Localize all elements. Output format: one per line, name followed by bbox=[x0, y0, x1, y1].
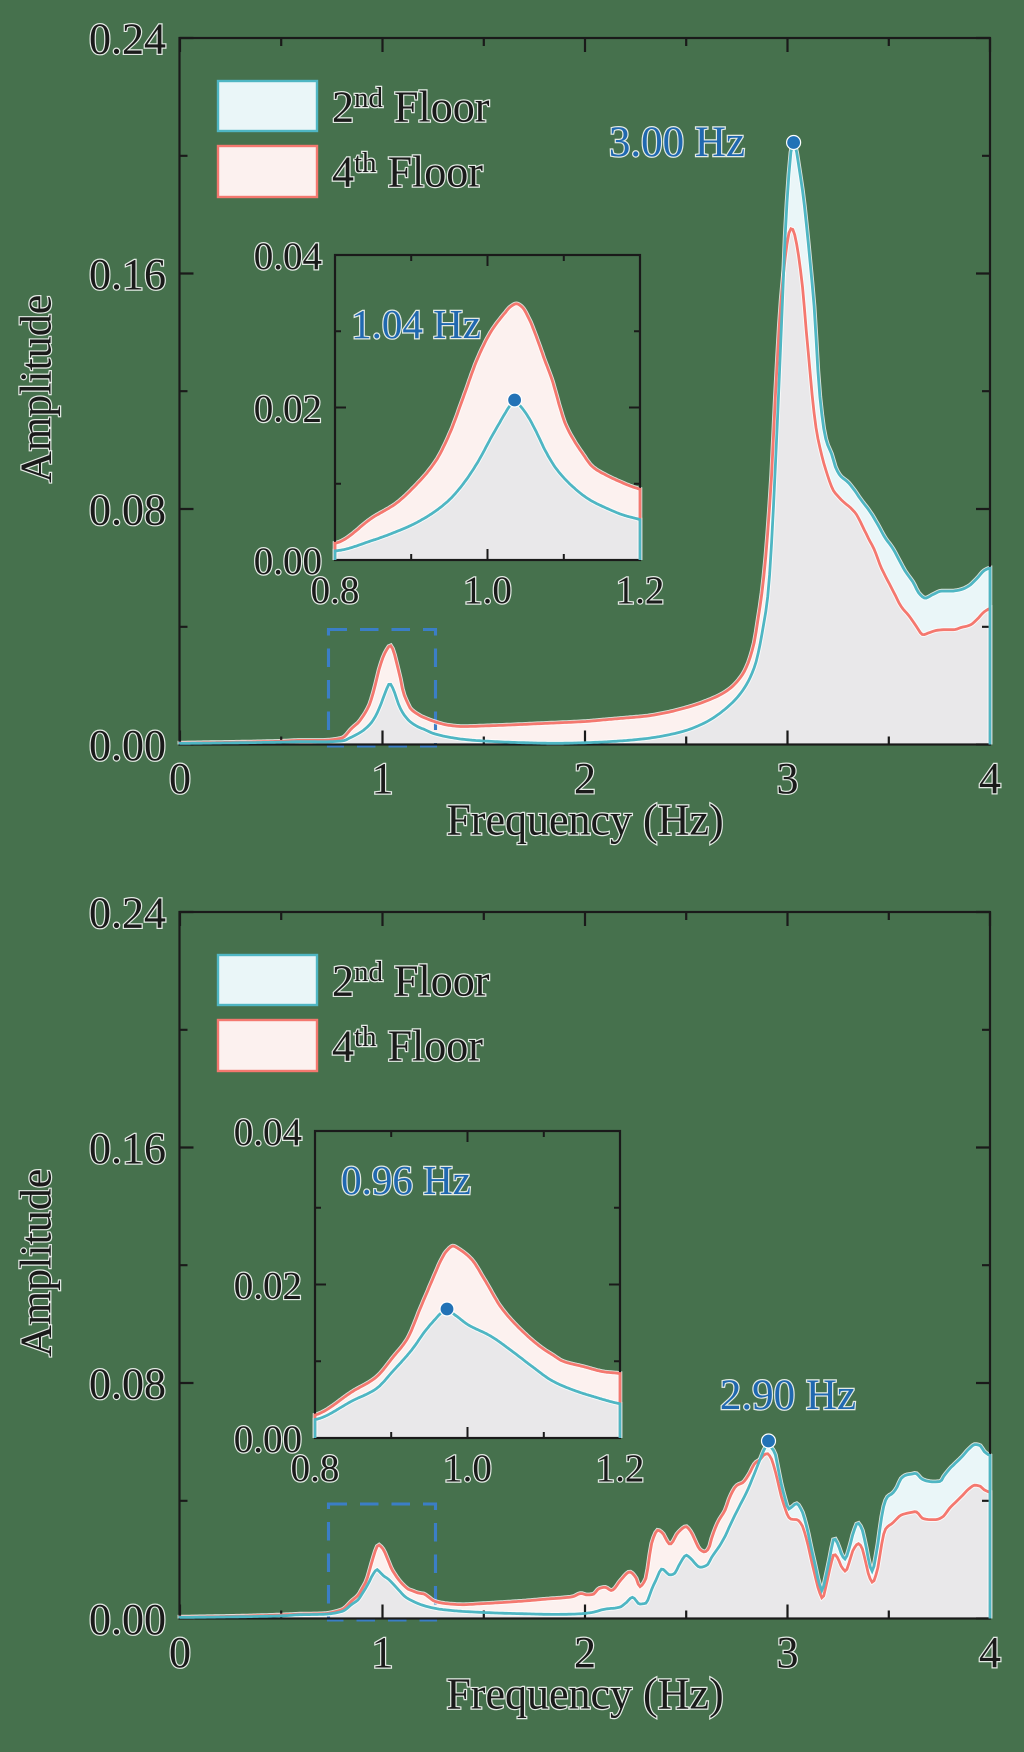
svg-text:3.00 Hz: 3.00 Hz bbox=[609, 119, 745, 166]
svg-text:0.24: 0.24 bbox=[89, 889, 166, 938]
svg-text:0.8: 0.8 bbox=[291, 1447, 340, 1490]
svg-text:0.16: 0.16 bbox=[89, 1124, 166, 1173]
svg-text:4: 4 bbox=[979, 754, 1001, 803]
svg-text:1.0: 1.0 bbox=[443, 1447, 492, 1490]
svg-text:0.04: 0.04 bbox=[254, 235, 322, 278]
svg-text:3: 3 bbox=[777, 1628, 799, 1677]
svg-text:2: 2 bbox=[574, 1628, 596, 1677]
svg-text:Amplitude: Amplitude bbox=[12, 295, 61, 483]
svg-text:0.00: 0.00 bbox=[234, 1418, 302, 1461]
svg-text:0.96 Hz: 0.96 Hz bbox=[341, 1157, 471, 1203]
svg-text:0.08: 0.08 bbox=[89, 1360, 166, 1409]
svg-text:0.00: 0.00 bbox=[89, 1595, 166, 1644]
svg-text:2nd Floor: 2nd Floor bbox=[332, 956, 490, 1006]
svg-text:0.04: 0.04 bbox=[234, 1111, 302, 1154]
svg-text:4th Floor: 4th Floor bbox=[332, 147, 483, 197]
svg-text:2: 2 bbox=[574, 754, 596, 803]
svg-text:1: 1 bbox=[372, 754, 394, 803]
svg-text:1.2: 1.2 bbox=[616, 569, 665, 612]
svg-text:Amplitude: Amplitude bbox=[12, 1169, 61, 1357]
svg-text:0.16: 0.16 bbox=[89, 250, 166, 299]
svg-text:0.02: 0.02 bbox=[234, 1264, 302, 1307]
svg-text:0.00: 0.00 bbox=[254, 540, 322, 583]
svg-text:0.02: 0.02 bbox=[254, 387, 322, 430]
svg-text:Frequency (Hz): Frequency (Hz) bbox=[446, 796, 723, 845]
svg-text:0.8: 0.8 bbox=[311, 569, 360, 612]
svg-text:0: 0 bbox=[169, 1628, 191, 1677]
svg-text:2.90 Hz: 2.90 Hz bbox=[720, 1372, 856, 1419]
svg-text:0.00: 0.00 bbox=[89, 721, 166, 770]
svg-text:0.24: 0.24 bbox=[89, 15, 166, 64]
svg-text:1.0: 1.0 bbox=[463, 569, 512, 612]
svg-text:4: 4 bbox=[979, 1628, 1001, 1677]
svg-text:1.04 Hz: 1.04 Hz bbox=[351, 301, 481, 347]
svg-text:1.2: 1.2 bbox=[596, 1447, 645, 1490]
svg-text:Frequency (Hz): Frequency (Hz) bbox=[446, 1670, 723, 1719]
svg-text:0.08: 0.08 bbox=[89, 486, 166, 535]
svg-text:3: 3 bbox=[777, 754, 799, 803]
svg-text:0: 0 bbox=[169, 754, 191, 803]
svg-text:1: 1 bbox=[372, 1628, 394, 1677]
